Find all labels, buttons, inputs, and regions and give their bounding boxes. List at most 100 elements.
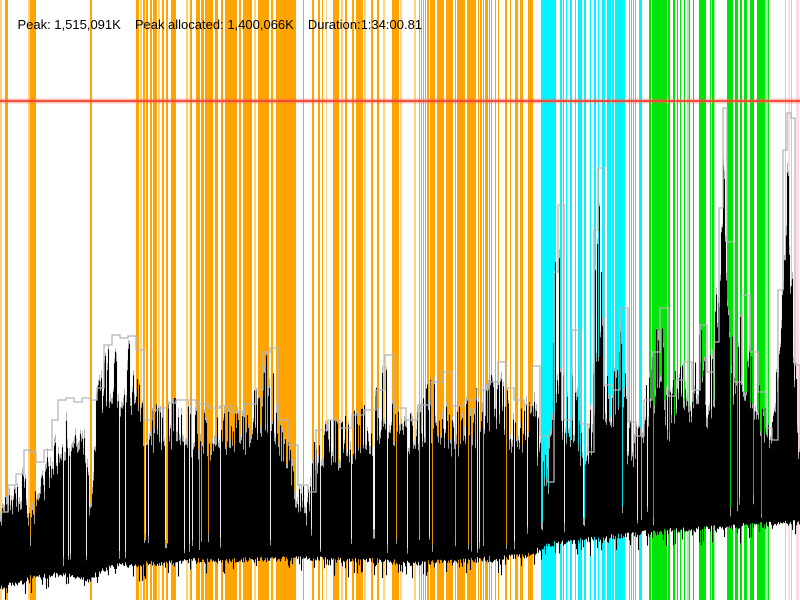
event-band [356,0,363,600]
event-band [478,0,479,600]
event-band [467,0,476,600]
event-band [649,0,651,600]
event-band [427,0,429,600]
event-band [364,0,366,600]
event-band [689,0,690,600]
event-band [146,0,148,600]
peak-line [0,100,800,102]
stats-bar: Peak: 1,515,091K Peak allocated: 1,400,06… [3,2,436,47]
event-band [668,0,670,600]
event-band [143,0,145,600]
peak-stat: Peak: 1,515,091K [17,17,121,32]
event-band [631,0,632,600]
event-band [566,0,567,600]
event-band [727,0,733,600]
event-band [796,0,798,600]
event-band [712,0,714,600]
event-band [318,0,320,600]
event-band [243,0,252,600]
event-band [150,0,152,600]
event-band [158,0,160,600]
event-band [341,0,343,600]
event-band [687,0,689,600]
event-band [430,0,435,600]
event-band [570,0,572,600]
event-band [352,0,354,600]
event-band [5,0,8,600]
event-band [90,0,92,600]
event-band [714,0,715,600]
event-band [744,0,747,600]
event-band [162,0,164,600]
event-band [673,0,675,600]
event-band [392,0,399,600]
event-band [590,0,591,600]
event-band [612,0,614,600]
peak-allocated-stat: Peak allocated: 1,400,066K [134,17,294,32]
event-band [457,0,465,600]
event-band [578,0,582,600]
event-band [201,0,204,600]
event-band [491,0,492,600]
event-band [371,0,373,600]
event-band [221,0,223,600]
event-band [635,0,636,600]
event-band [584,0,586,600]
event-band [615,0,625,600]
event-band [171,0,176,600]
event-band [510,0,511,600]
event-band [377,0,379,600]
event-band [680,0,681,600]
event-band [485,0,488,600]
event-band [515,0,518,600]
event-band [28,0,30,600]
duration-stat: Duration:1:34:00.81 [307,17,423,32]
event-band [258,0,269,600]
event-band [190,0,192,600]
event-band [765,0,768,600]
event-band [740,0,742,600]
event-band [421,0,422,600]
event-band [528,0,533,600]
event-band [633,0,634,600]
event-band [239,0,241,600]
event-band [0,0,2,600]
event-band [196,0,200,600]
event-band [505,0,507,600]
event-band [425,0,426,600]
event-band [639,0,642,600]
event-band [30,0,36,600]
event-band [498,0,499,600]
peak-envelope-caps [0,158,800,566]
event-band [400,0,402,600]
event-band [629,0,630,600]
event-band [520,0,523,600]
event-band [598,0,599,600]
peak-envelope-line [0,107,800,513]
event-band [798,0,799,600]
event-band [166,0,168,600]
event-band [684,0,685,600]
usage-series [0,165,800,600]
event-band [480,0,482,600]
event-band [455,0,456,600]
event-band [677,0,678,600]
event-band [333,0,339,600]
event-band [254,0,256,600]
event-band [414,0,416,600]
event-band [322,0,323,600]
event-band [215,0,218,600]
event-band [271,0,273,600]
event-band [607,0,611,600]
event-band [750,0,754,600]
event-band [437,0,444,600]
event-band [326,0,327,600]
event-band [495,0,496,600]
event-band [205,0,213,600]
event-band [140,0,142,600]
event-band [423,0,424,600]
event-band [446,0,453,600]
event-band [483,0,484,600]
